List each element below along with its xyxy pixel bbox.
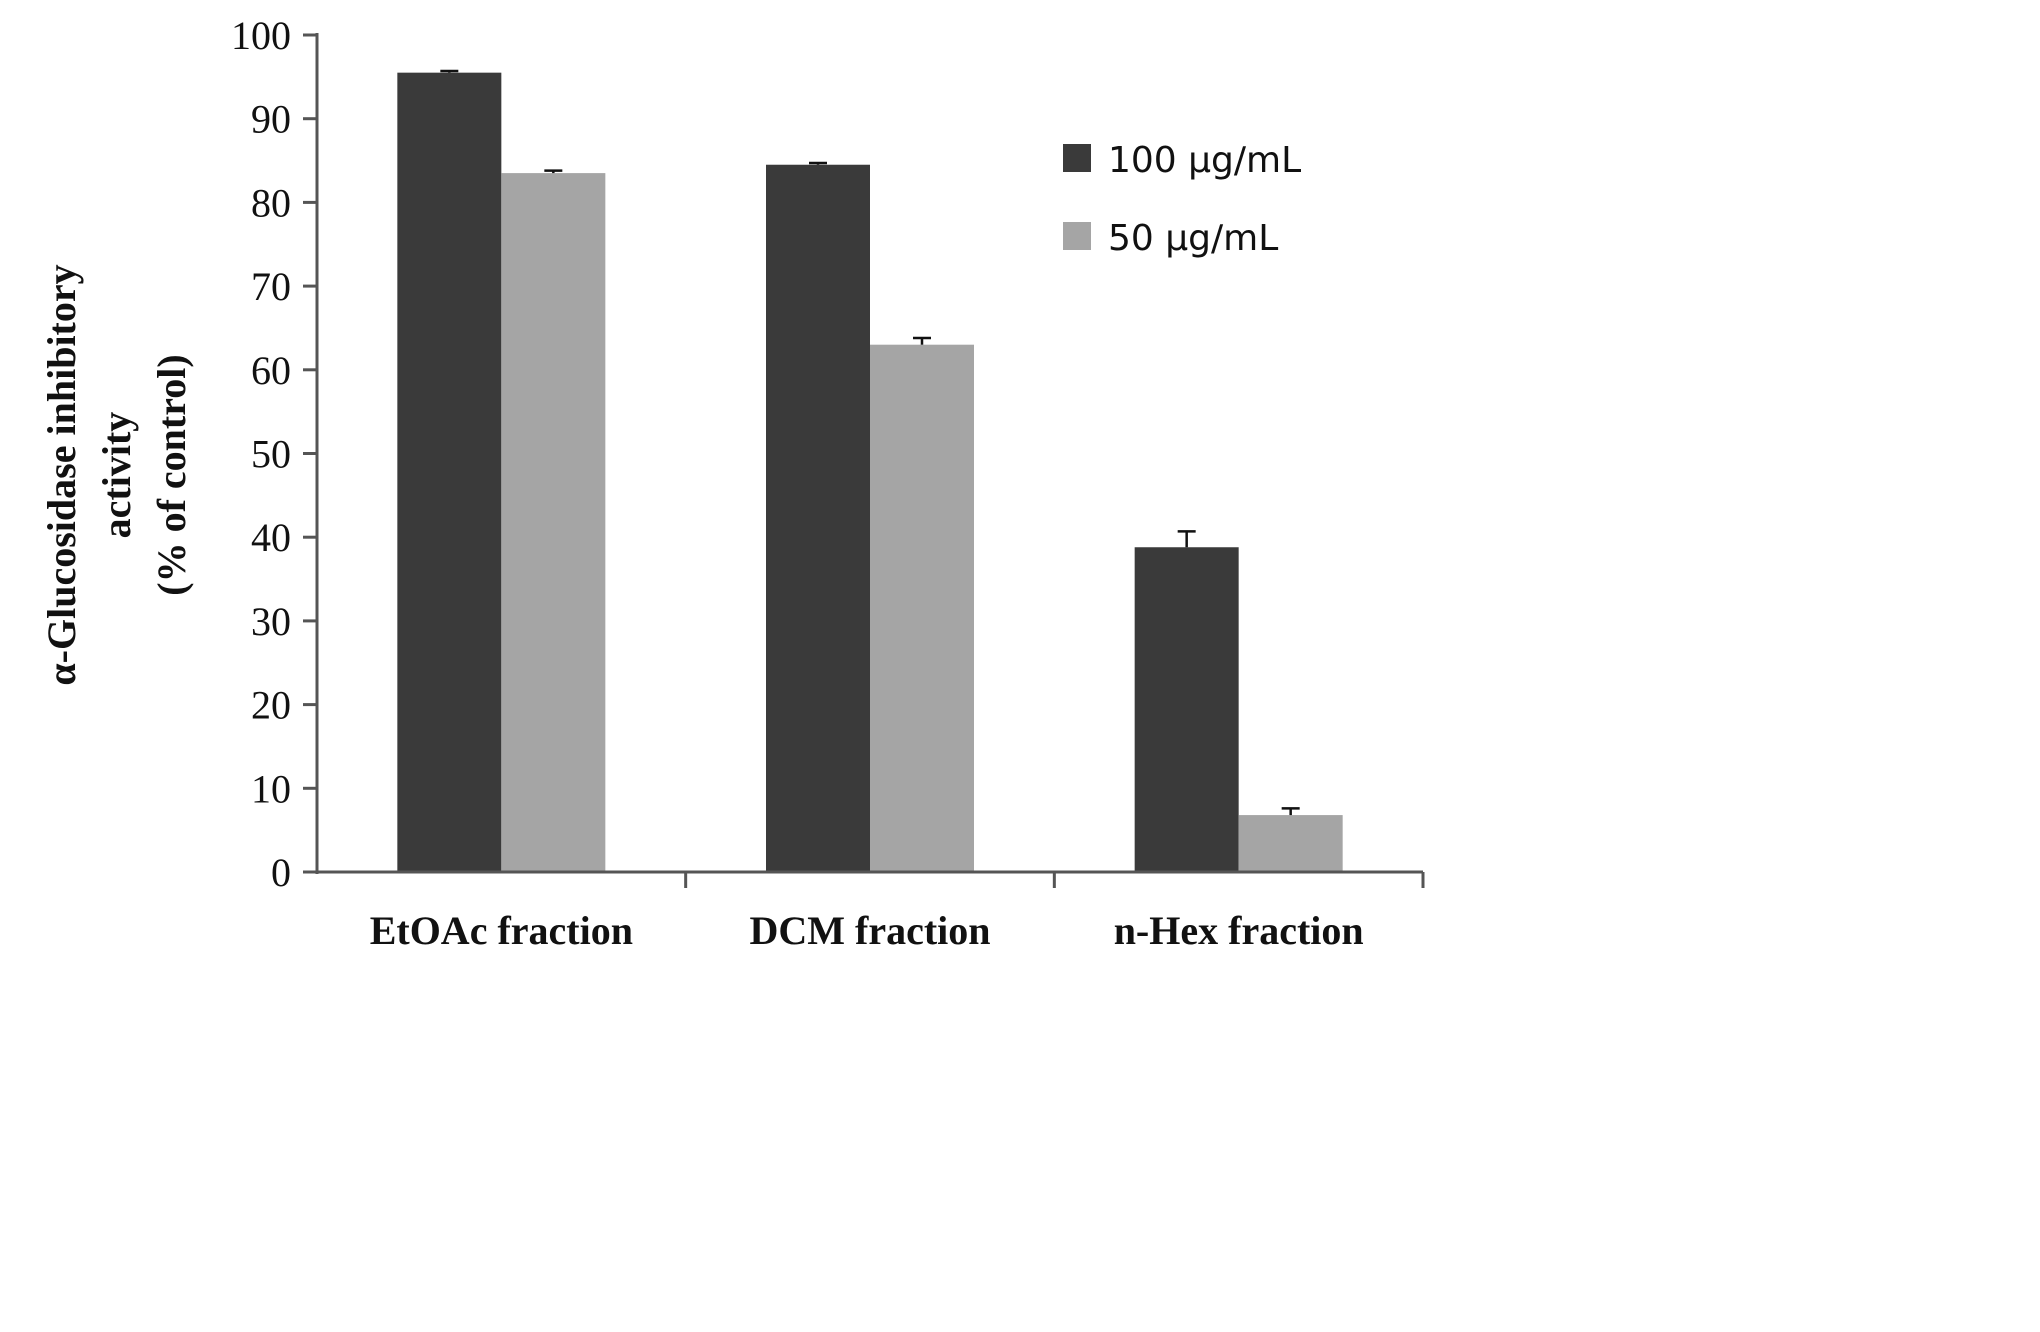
legend-label: 100 µg/mL <box>1108 140 1301 181</box>
y-axis-label-line-3: (% of control) <box>149 354 194 595</box>
bar <box>501 173 606 873</box>
y-axis-label: α-Glucosidase inhibitory activity (% of … <box>39 264 194 685</box>
y-tick-label: 60 <box>251 348 291 393</box>
x-axis-labels: EtOAc fraction DCM fraction n-Hex fraction <box>370 908 1364 953</box>
bar <box>397 72 502 873</box>
bar <box>1134 547 1239 872</box>
bars <box>397 69 1343 873</box>
y-axis-label-line-2: activity <box>94 412 139 539</box>
y-tick-label: 100 <box>231 13 291 58</box>
bar <box>870 344 974 872</box>
y-tick-label: 50 <box>251 432 291 477</box>
y-axis-label-line-1: α-Glucosidase inhibitory <box>39 264 84 685</box>
bar <box>1238 815 1343 872</box>
y-tick-label: 80 <box>251 180 291 225</box>
x-tick-label: DCM fraction <box>749 908 990 953</box>
y-tick-label: 40 <box>251 515 291 560</box>
x-tick-label: EtOAc fraction <box>370 908 633 953</box>
legend-swatch <box>1063 144 1091 172</box>
y-tick-label: 70 <box>251 264 291 309</box>
axes <box>303 33 1425 888</box>
y-axis-ticks: 0 10 20 30 40 50 60 70 80 90 100 <box>231 13 317 895</box>
y-tick-label: 0 <box>271 850 291 895</box>
y-tick-label: 10 <box>251 766 291 811</box>
bar <box>766 164 870 873</box>
legend: 100 µg/mL 50 µg/mL <box>1063 140 1301 259</box>
y-tick-label: 30 <box>251 599 291 644</box>
legend-label: 50 µg/mL <box>1108 218 1278 259</box>
x-tick-label: n-Hex fraction <box>1114 908 1364 953</box>
y-tick-label: 90 <box>251 97 291 142</box>
y-tick-label: 20 <box>251 683 291 728</box>
legend-swatch <box>1063 222 1091 250</box>
